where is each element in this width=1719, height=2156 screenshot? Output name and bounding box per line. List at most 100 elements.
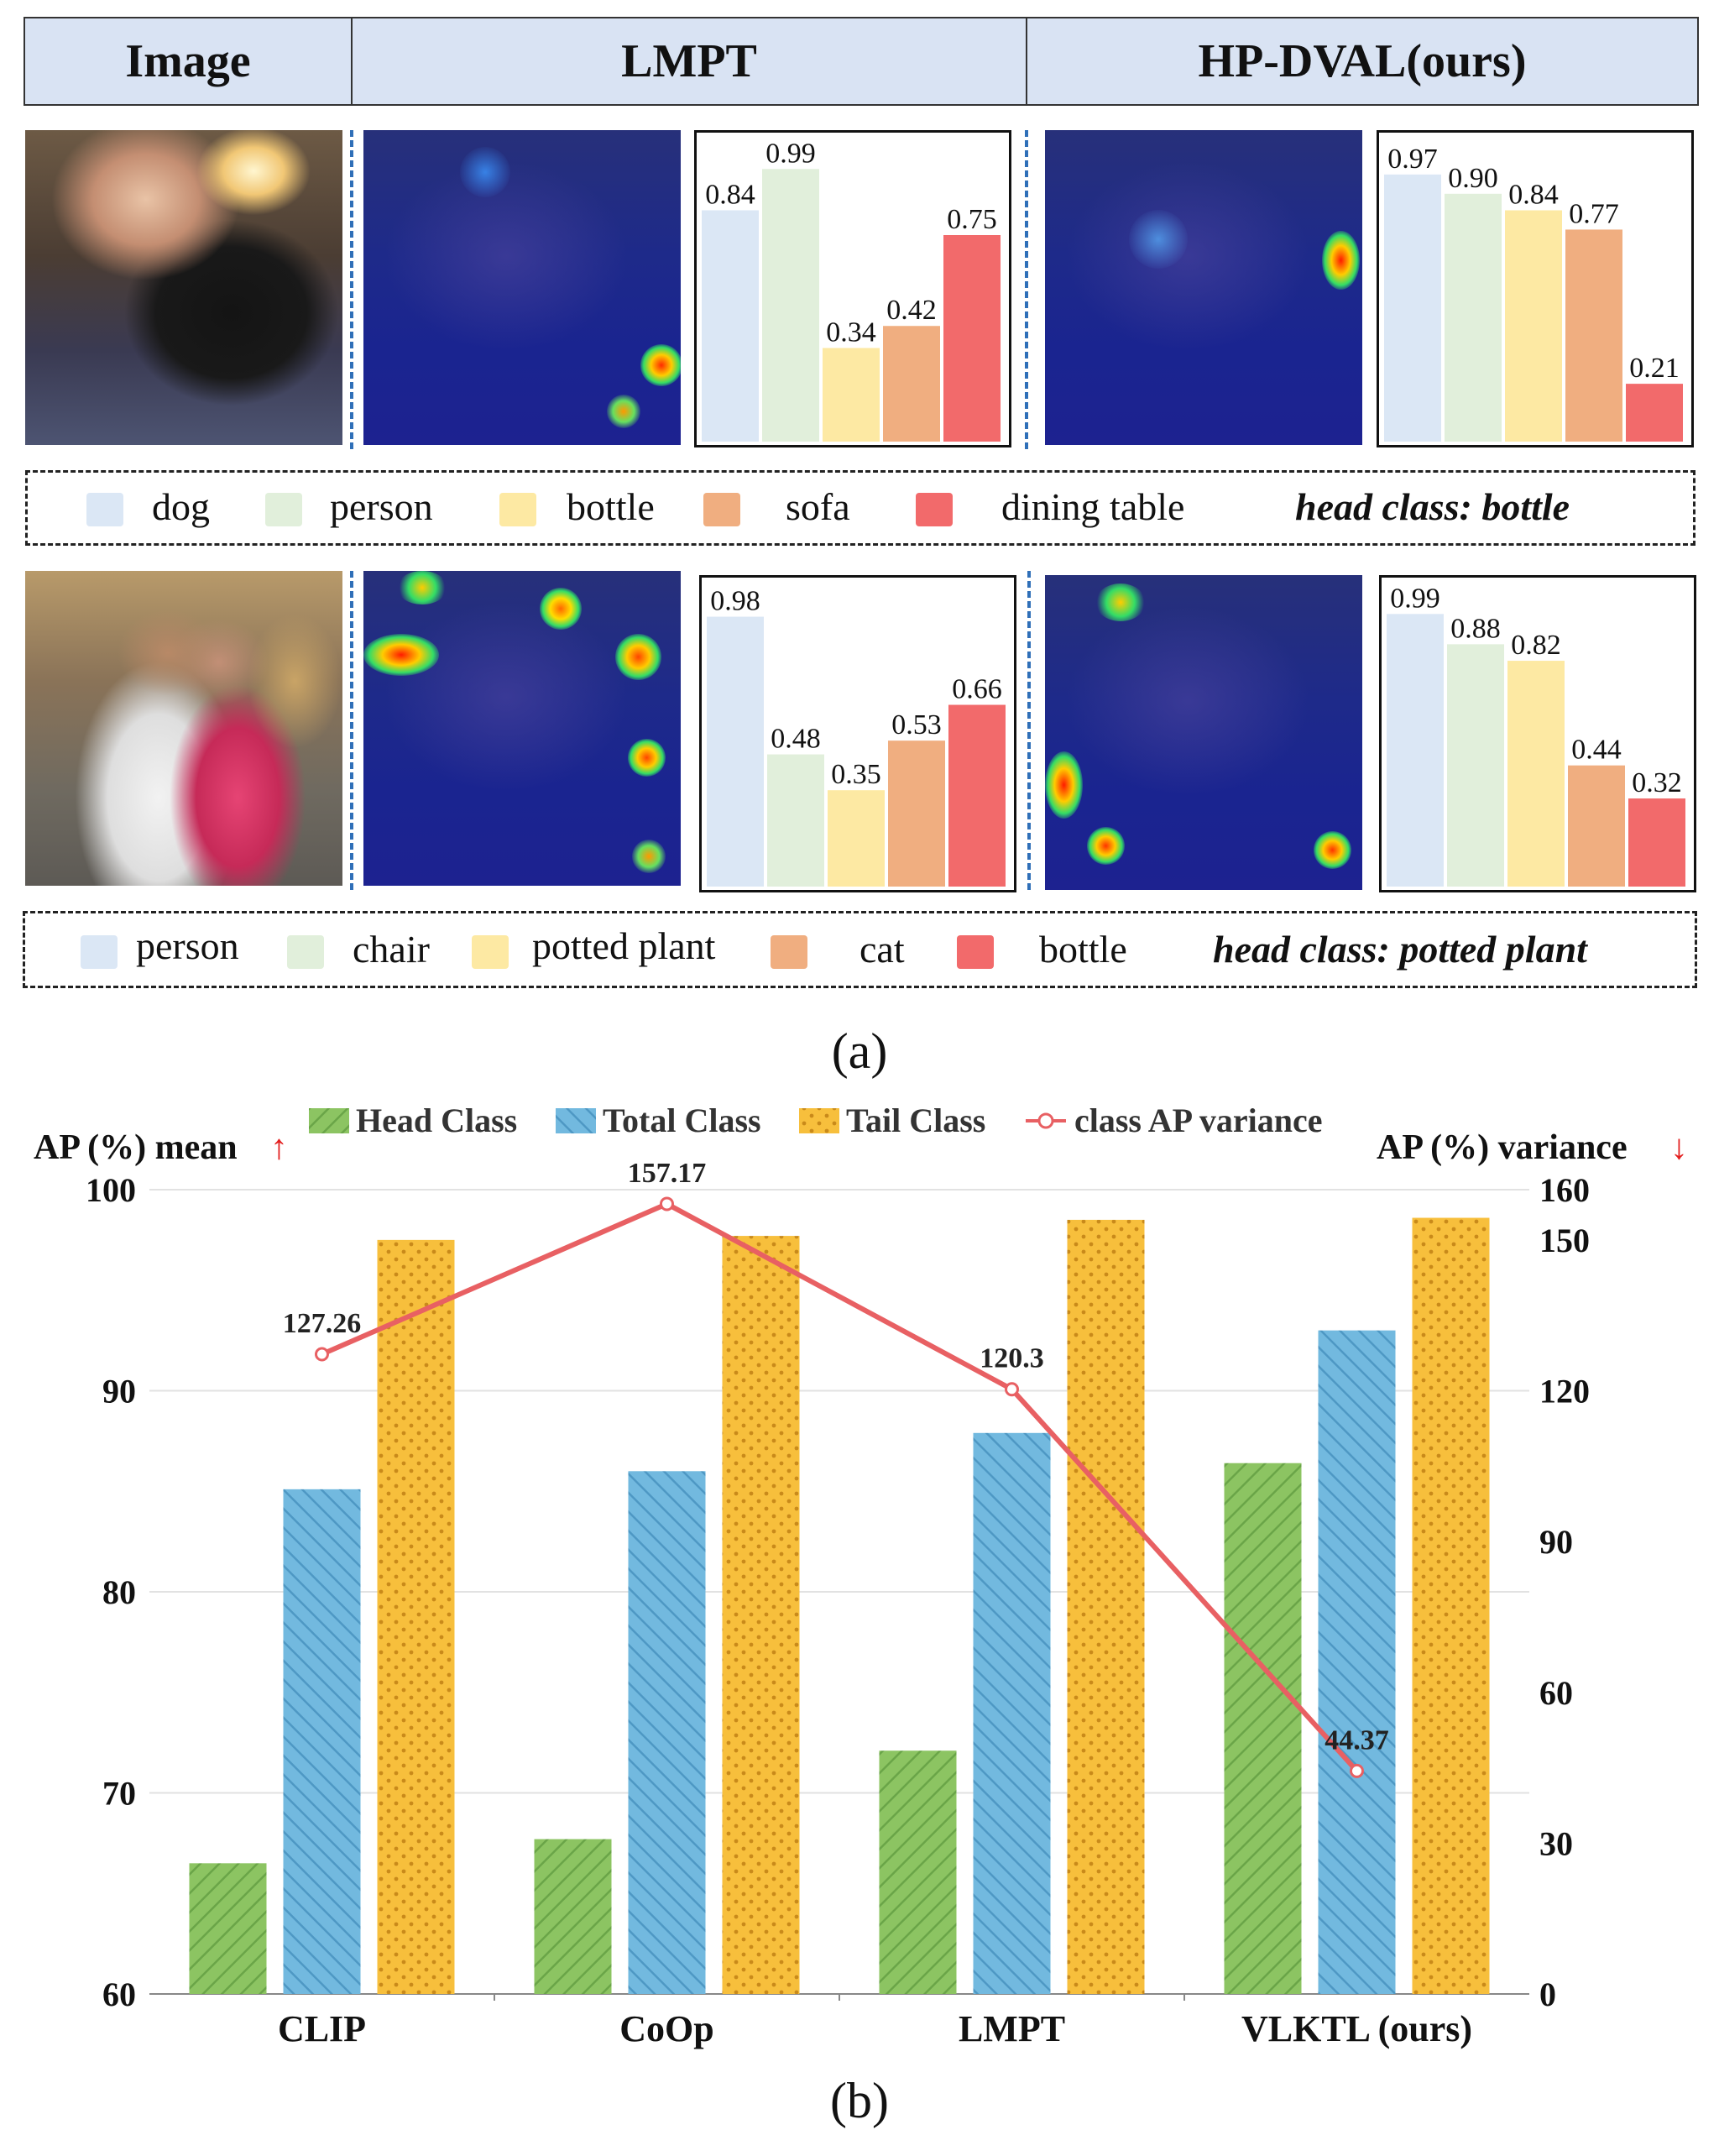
heat-spot	[397, 571, 447, 604]
head-class-label: head class: potted plant	[1213, 928, 1587, 971]
lmpt-bar	[943, 235, 1001, 442]
heat-spot	[1045, 751, 1083, 819]
legend-label: sofa	[786, 485, 850, 528]
hpdval-bar-chart-2: 0.99 0.88 0.82 0.44 0.32	[1379, 575, 1696, 892]
tail-class-bar	[722, 1236, 800, 1994]
tail-class-bar	[1067, 1219, 1145, 1994]
dashed-divider	[1025, 130, 1028, 449]
y2-tick-label: 30	[1539, 1824, 1573, 1862]
y-tick-label: 80	[102, 1573, 136, 1611]
legend-label: Head Class	[356, 1102, 517, 1139]
heat-spot	[1322, 231, 1360, 290]
hpdval-bar	[1565, 229, 1622, 442]
hpdval-value-label: 0.90	[1448, 163, 1498, 194]
hpdval-bar	[1568, 765, 1625, 887]
ap-comparison-chart: Head Class Total Class Tail Class class AP …	[34, 1102, 1688, 2049]
legend-label: person	[330, 485, 433, 528]
legend-label: potted plant	[532, 924, 716, 967]
legend-swatch-potted-plant	[472, 935, 509, 969]
y-tick-label: 100	[86, 1171, 136, 1209]
hpdval-bar	[1445, 193, 1502, 442]
hpdval-bar	[1384, 174, 1441, 442]
legend-swatch-sofa	[703, 493, 740, 526]
lmpt-bar-chart-1: 0.84 0.99 0.34 0.42 0.75	[694, 130, 1011, 447]
legend-label: class AP variance	[1074, 1102, 1323, 1139]
original-photo-man-dog	[25, 130, 342, 445]
y2-tick-label: 120	[1539, 1373, 1590, 1410]
caption-b: (b)	[830, 2073, 889, 2128]
hpdval-value-label: 0.84	[1508, 179, 1559, 210]
heat-spot	[640, 344, 681, 386]
legend-label: Tail Class	[846, 1102, 985, 1139]
variance-value-label: 120.3	[980, 1343, 1044, 1374]
heat-spot	[632, 840, 666, 873]
heat-spot	[628, 739, 666, 777]
head-class-bar	[1224, 1463, 1302, 1994]
variance-value-label: 44.37	[1325, 1724, 1389, 1756]
variance-point	[660, 1196, 674, 1211]
lmpt-value-label: 0.66	[952, 674, 1002, 705]
lmpt-bar	[767, 754, 824, 887]
tail-class-bar	[377, 1239, 455, 1994]
legend-row-1: dog person bottle sofa dining table head…	[25, 470, 1695, 546]
total-class-bar	[1318, 1330, 1396, 1994]
total-class-bar	[283, 1489, 361, 1994]
lmpt-bar	[707, 616, 764, 887]
category-label: LMPT	[959, 2008, 1065, 2049]
lmpt-bar	[702, 210, 759, 442]
y2-tick-label: 90	[1539, 1523, 1573, 1561]
legend-swatch	[556, 1108, 596, 1133]
hpdval-bar	[1387, 614, 1444, 887]
y2-axis-title: AP (%) variance	[1377, 1128, 1628, 1167]
hpdval-value-label: 0.32	[1632, 767, 1682, 798]
hpdval-heatmap-2	[1045, 575, 1362, 890]
header-image: Image	[24, 17, 353, 106]
hpdval-bar-chart-1: 0.97 0.90 0.84 0.77 0.21	[1377, 130, 1694, 447]
legend-marker	[1037, 1112, 1054, 1129]
heat-spot	[1095, 583, 1146, 621]
legend-label: Total Class	[603, 1102, 761, 1139]
hpdval-bar	[1626, 384, 1683, 442]
arrow-down-icon: ↓	[1670, 1128, 1688, 1167]
header-hpdval: HP-DVAL(ours)	[1026, 17, 1699, 106]
tail-class-bar	[1412, 1217, 1490, 1994]
lmpt-bar	[948, 704, 1006, 887]
category-label: CLIP	[278, 2008, 366, 2049]
hpdval-heatmap-1	[1045, 130, 1362, 445]
head-class-bar	[879, 1750, 957, 1994]
hpdval-bar	[1505, 210, 1562, 442]
hpdval-value-label: 0.44	[1571, 735, 1622, 766]
legend-label: bottle	[1039, 928, 1127, 971]
heat-spot	[540, 588, 582, 630]
dashed-divider	[1027, 571, 1031, 890]
arrow-up-icon: ↑	[270, 1128, 288, 1167]
legend-swatch-bottle	[499, 493, 536, 526]
lmpt-bar	[762, 169, 819, 442]
original-photo-couple	[25, 571, 342, 886]
legend-label: person	[136, 924, 239, 967]
total-class-bar	[973, 1432, 1051, 1994]
hpdval-bar	[1628, 798, 1685, 887]
head-class-bar	[189, 1863, 267, 1994]
hpdval-bar	[1507, 661, 1565, 887]
y2-tick-label: 60	[1539, 1674, 1573, 1712]
variance-point	[315, 1347, 329, 1362]
legend-label: bottle	[567, 485, 655, 528]
legend-swatch-dog	[86, 493, 123, 526]
heat-spot	[1314, 831, 1351, 869]
legend-label: chair	[353, 928, 430, 971]
variance-point	[1350, 1763, 1364, 1778]
heat-spot	[460, 147, 510, 197]
hpdval-value-label: 0.82	[1511, 630, 1561, 661]
lmpt-value-label: 0.99	[765, 138, 816, 169]
caption-a: (a)	[831, 1023, 888, 1079]
variance-point	[1005, 1382, 1019, 1397]
total-class-bar	[628, 1471, 706, 1994]
legend-swatch	[309, 1108, 349, 1133]
lmpt-value-label: 0.42	[886, 295, 937, 326]
lmpt-value-label: 0.34	[826, 317, 876, 348]
heat-spot	[607, 395, 640, 428]
y2-tick-label: 0	[1539, 1975, 1556, 2013]
lmpt-value-label: 0.98	[710, 586, 760, 617]
legend-label: dining table	[1001, 485, 1185, 528]
